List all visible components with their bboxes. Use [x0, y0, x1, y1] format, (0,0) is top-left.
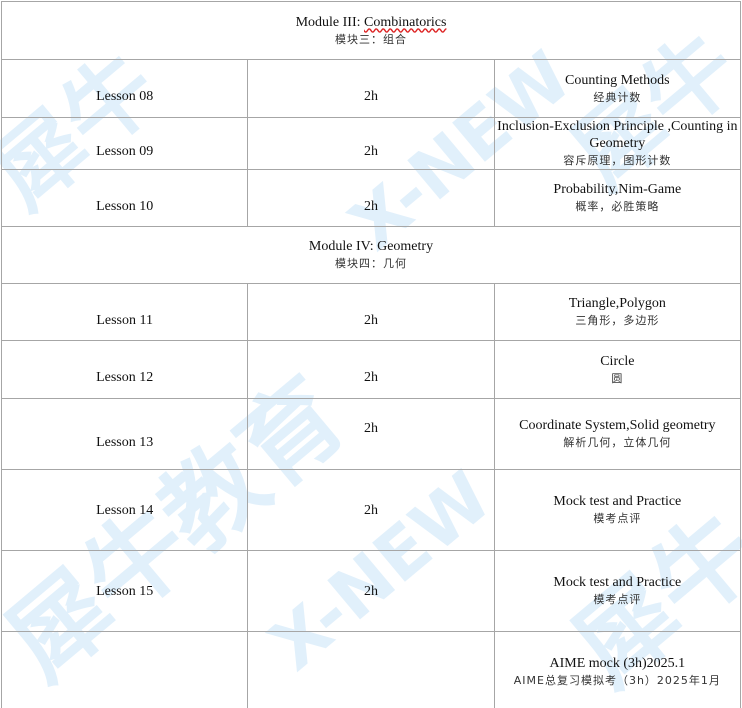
lesson-topic-cn: 三角形，多边形: [575, 314, 660, 327]
lesson-topic: Circle: [600, 353, 635, 369]
lesson-label: Lesson 12: [96, 370, 154, 385]
lesson-topic-cn: 模考点评: [593, 512, 642, 525]
module-header: Module III: Combinatorics 模块三：组合: [1, 1, 741, 60]
lesson-hours: 2h: [363, 198, 378, 214]
module-title-word: Combinatorics: [364, 14, 447, 30]
lesson-topic-cn: 模考点评: [593, 593, 642, 606]
lesson-topic-cn: 概率，必胜策略: [575, 200, 660, 213]
table-row: Lesson 13 2h Coordinate System,Solid geo…: [0, 398, 742, 470]
lesson-topic: Coordinate System,Solid geometry: [519, 418, 716, 433]
lesson-hours: 2h: [363, 502, 378, 518]
table-row: Lesson 14 2h Mock test and Practice 模考点评: [0, 469, 742, 551]
lesson-hours: 2h: [363, 312, 378, 328]
lesson-hours: 2h: [363, 144, 378, 159]
table-row: Lesson 15 2h Mock test and Practice 模考点评: [0, 550, 742, 632]
module-header: Module IV: Geometry 模块四：几何: [1, 226, 741, 284]
final-topic-cn: AIME总复习模拟考（3h）2025年1月: [513, 674, 721, 687]
lesson-hours: 2h: [363, 89, 378, 104]
module-title-cn: 模块四：几何: [335, 257, 407, 270]
table-row: Lesson 09 2h Inclusion-Exclusion Princip…: [0, 117, 742, 170]
table-row: Lesson 12 2h Circle 圆: [0, 340, 742, 399]
module-row: Module IV: Geometry 模块四：几何: [1, 226, 741, 284]
lesson-hours: 2h: [363, 420, 378, 436]
lesson-topic: Counting Methods: [565, 72, 670, 88]
lesson-hours: 2h: [363, 370, 378, 385]
lesson-topic-cn: 经典计数: [593, 90, 642, 104]
table-row: Lesson 11 2h Triangle,Polygon 三角形，多边形: [0, 283, 742, 341]
lesson-hours: 2h: [363, 583, 378, 599]
lesson-label: Lesson 15: [96, 583, 154, 599]
lesson-topic: Mock test and Practice: [553, 494, 682, 509]
lesson-label: Lesson 09: [96, 144, 154, 159]
table-row-final: AIME mock (3h)2025.1 AIME总复习模拟考（3h）2025年1…: [0, 631, 742, 708]
lesson-label: Lesson 14: [96, 502, 154, 518]
lesson-label: Lesson 08: [96, 89, 154, 104]
lesson-topic-cn: 解析几何，立体几何: [563, 436, 672, 449]
module-title: Module IV: Geometry: [308, 239, 434, 254]
table-row: Lesson 10 2h Probability,Nim-Game 概率，必胜策略: [0, 169, 742, 227]
module-title-cn: 模块三：组合: [335, 32, 407, 46]
lesson-topic: Mock test and Practice: [553, 575, 682, 590]
lesson-label: Lesson 11: [96, 312, 153, 328]
empty-cell: [247, 631, 495, 708]
lesson-topic: Triangle,Polygon: [568, 296, 666, 311]
lesson-topic-cn: 圆: [611, 371, 624, 385]
module-row: Module III: Combinatorics 模块三：组合: [1, 1, 741, 60]
lesson-topic: Inclusion-Exclusion Principle ,Counting …: [497, 119, 738, 151]
lesson-label: Lesson 13: [96, 434, 154, 450]
lesson-label: Lesson 10: [96, 198, 154, 214]
lesson-topic: Probability,Nim-Game: [553, 182, 682, 197]
lesson-topic-cn: 容斥原理，图形计数: [563, 154, 672, 167]
table-row: Lesson 08 2h Counting Methods 经典计数: [0, 59, 742, 118]
empty-cell: [0, 631, 249, 708]
module-title: Module III:: [295, 14, 364, 30]
final-topic: AIME mock (3h)2025.1: [549, 656, 686, 671]
